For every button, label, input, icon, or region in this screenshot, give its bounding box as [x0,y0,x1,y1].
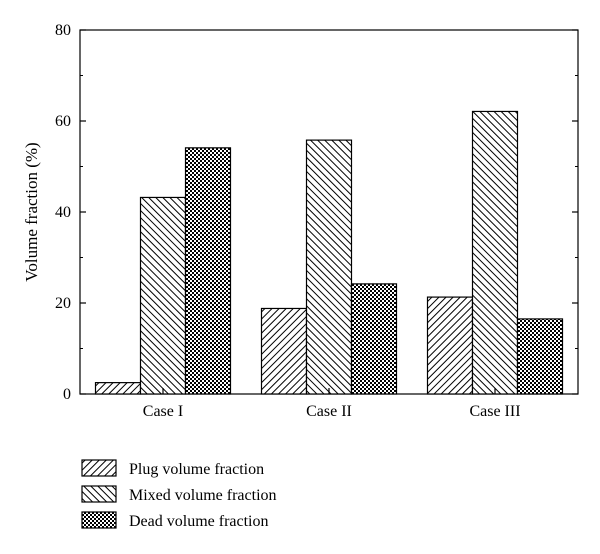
legend-swatch [81,485,117,503]
y-axis-label: Volume fraction (%) [22,142,41,281]
bar-series-group [94,110,564,395]
y-axis: 0 20 40 60 80 [55,22,578,403]
legend-label: Plug volume fraction [129,461,264,478]
bar-dead-volume-fraction-case-ii [350,283,398,395]
bar-plug-volume-fraction-case-i [94,382,142,395]
bar-dead-volume-fraction-case-i [184,147,232,395]
x-category-label: Case II [306,403,352,420]
legend-label: Dead volume fraction [129,513,269,530]
bar-mixed-volume-fraction-case-iii [471,110,519,395]
y-tick-label: 0 [63,386,71,403]
y-tick-label: 60 [55,113,71,130]
x-category-label: Case I [143,403,183,420]
y-tick-label: 80 [55,22,71,39]
bar-mixed-volume-fraction-case-ii [305,139,353,395]
x-category-label: Case III [469,403,520,420]
bar-plug-volume-fraction-case-iii [426,296,474,395]
bar-plug-volume-fraction-case-ii [260,307,308,395]
bar-dead-volume-fraction-case-iii [516,318,564,395]
legend-label: Mixed volume fraction [129,487,277,504]
y-tick-label: 40 [55,204,71,221]
legend: Plug volume fraction Mixed volume fractio… [81,459,277,530]
bar-mixed-volume-fraction-case-i [139,196,187,395]
legend-swatch [81,511,117,529]
y-tick-label: 20 [55,295,71,312]
legend-swatch [81,459,117,477]
x-axis: Case I Case II Case III [143,388,521,420]
